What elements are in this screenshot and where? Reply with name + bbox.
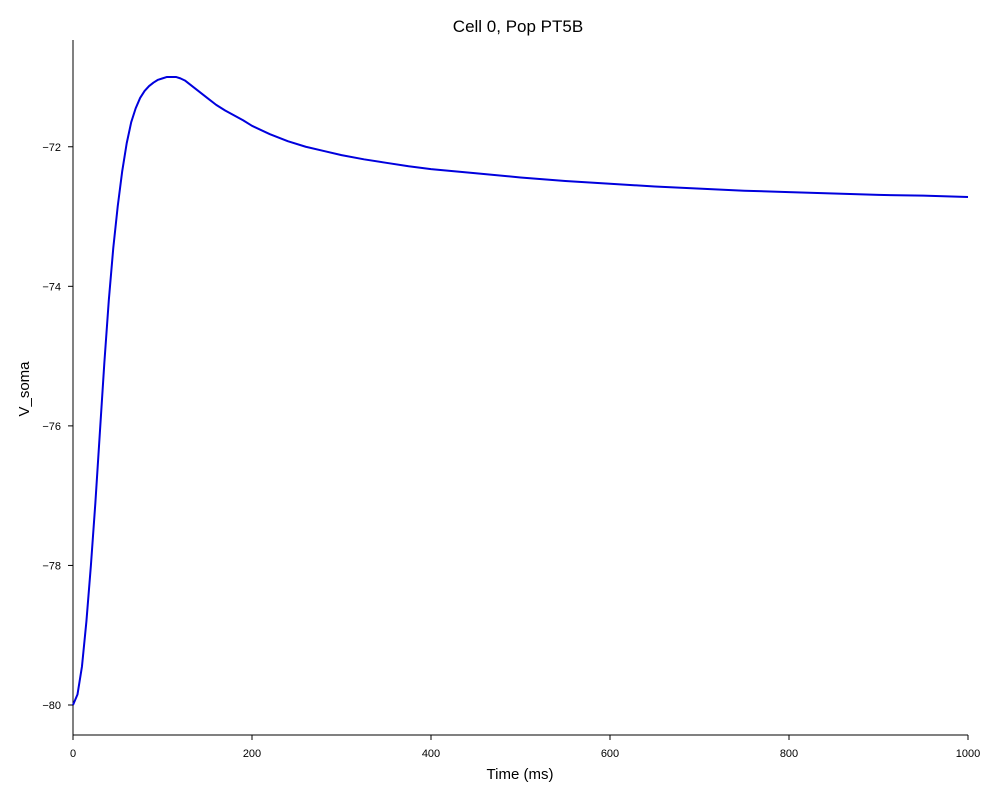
- x-tick-label: 200: [243, 748, 261, 760]
- y-tick-label: −78: [42, 560, 61, 572]
- y-tick-label: −80: [42, 700, 61, 712]
- x-tick-label: 800: [780, 748, 798, 760]
- y-tick-label: −74: [42, 281, 61, 293]
- y-tick-label: −76: [42, 421, 61, 433]
- y-axis-ticks: −80 −78 −76 −74 −72: [42, 142, 73, 712]
- x-tick-label: 0: [70, 748, 76, 760]
- y-axis-label: V_soma: [16, 361, 33, 417]
- x-axis-ticks: 0 200 400 600 800 1000: [70, 735, 980, 760]
- x-tick-label: 600: [601, 748, 619, 760]
- series-line-0: [72, 75, 969, 706]
- x-axis-label: Time (ms): [487, 766, 554, 783]
- y-tick-label: −72: [42, 142, 61, 154]
- x-tick-label: 1000: [956, 748, 980, 760]
- chart-title: Cell 0, Pop PT5B: [453, 17, 583, 36]
- x-tick-label: 400: [422, 748, 440, 760]
- series-layer: [72, 75, 969, 706]
